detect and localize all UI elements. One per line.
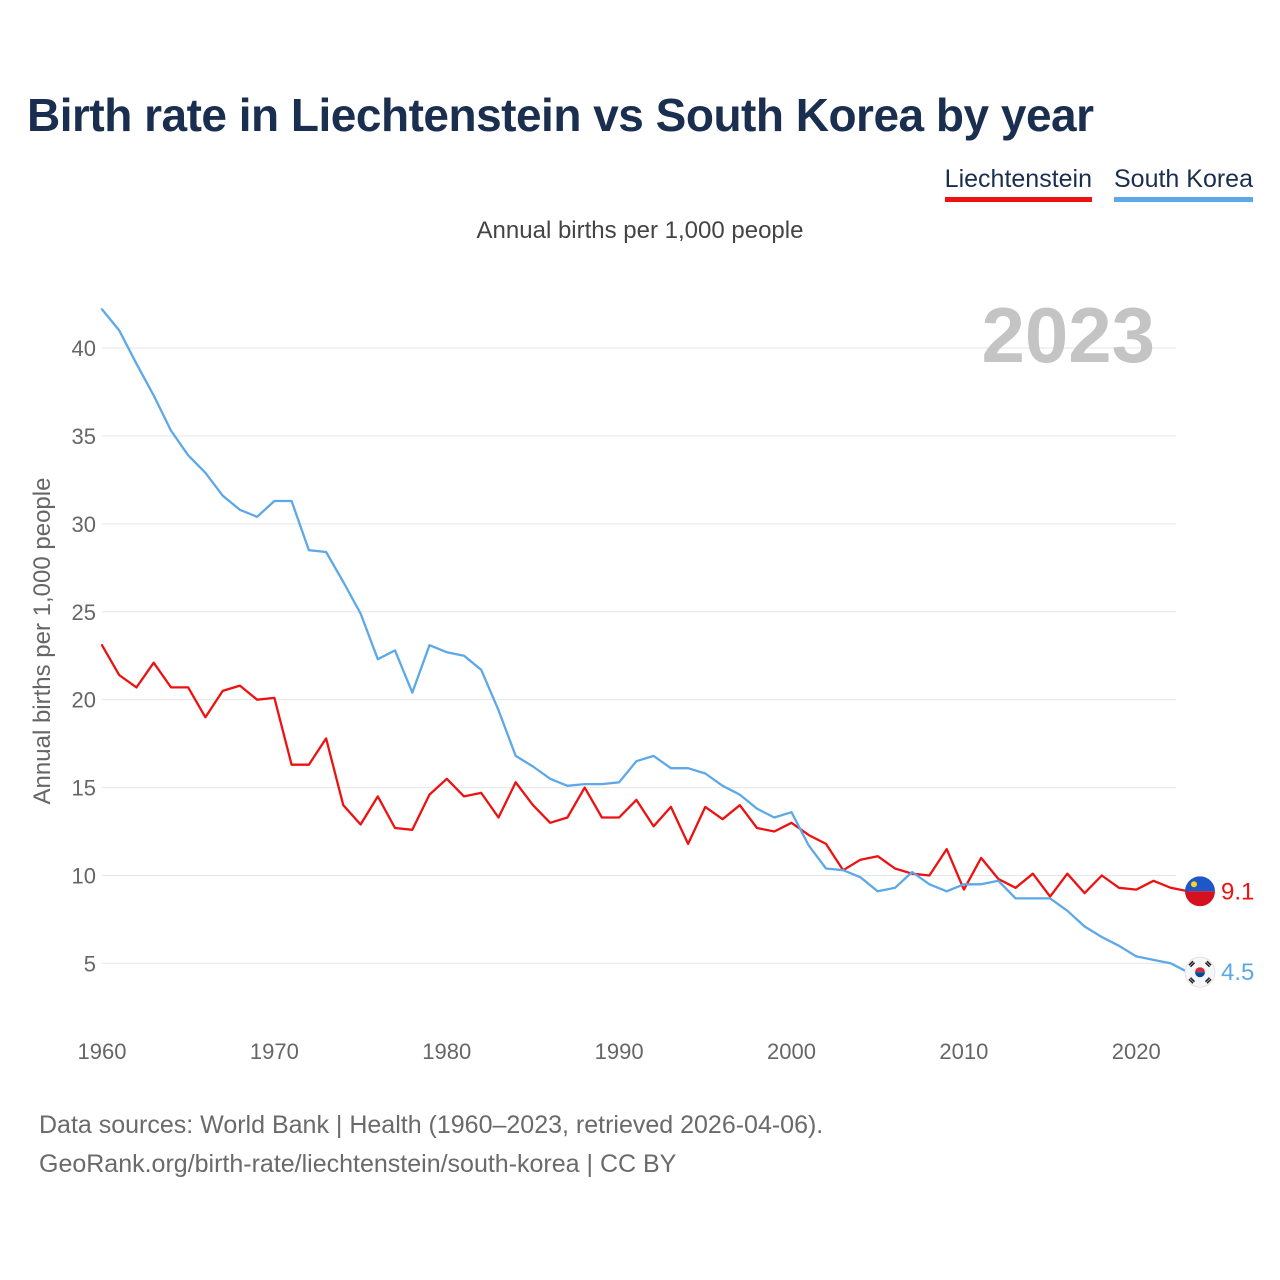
y-tick-label: 10 [72, 864, 96, 889]
south-korea-flag-icon [1184, 956, 1216, 988]
legend: Liechtenstein South Korea [944, 165, 1253, 202]
source-line-1: Data sources: World Bank | Health (1960–… [39, 1111, 824, 1139]
y-axis-ticks: 5 10 15 20 25 30 35 40 [72, 336, 96, 976]
y-tick-label: 25 [72, 600, 96, 625]
x-tick-label: 1960 [78, 1039, 127, 1064]
y-tick-label: 15 [72, 776, 96, 801]
y-tick-label: 40 [72, 336, 96, 361]
legend-item-south-korea[interactable]: South Korea [1114, 165, 1253, 202]
x-tick-label: 1980 [422, 1039, 471, 1064]
series-line-liechtenstein[interactable] [100, 644, 1190, 898]
series-lines [100, 308, 1190, 974]
x-tick-label: 2010 [939, 1039, 988, 1064]
y-tick-label: 20 [72, 688, 96, 713]
source-line-2[interactable]: GeoRank.org/birth-rate/liechtenstein/sou… [39, 1150, 677, 1178]
source-note: Data sources: World Bank | Health (1960–… [39, 1106, 823, 1184]
x-tick-label: 2020 [1112, 1039, 1161, 1064]
year-label: 2023 [981, 291, 1155, 379]
x-axis-ticks: 1960 1970 1980 1990 2000 2010 2020 [78, 1039, 1161, 1064]
y-axis-label: Annual births per 1,000 people [29, 478, 56, 805]
end-value-liechtenstein: 9.1 [1221, 878, 1254, 905]
y-tick-label: 35 [72, 424, 96, 449]
chart-subtitle: Annual births per 1,000 people [476, 217, 804, 244]
liechtenstein-flag-icon [1185, 876, 1215, 907]
chart-title: Birth rate in Liechtenstein vs South Kor… [27, 89, 1094, 141]
x-tick-label: 2000 [767, 1039, 816, 1064]
y-tick-label: 5 [84, 951, 96, 976]
x-tick-label: 1990 [595, 1039, 644, 1064]
grid-lines [102, 347, 1176, 964]
end-value-south-korea: 4.5 [1221, 959, 1254, 986]
series-line-south-korea[interactable] [100, 308, 1190, 974]
y-tick-label: 30 [72, 512, 96, 537]
x-tick-label: 1970 [250, 1039, 299, 1064]
legend-item-liechtenstein[interactable]: Liechtenstein [944, 165, 1092, 202]
